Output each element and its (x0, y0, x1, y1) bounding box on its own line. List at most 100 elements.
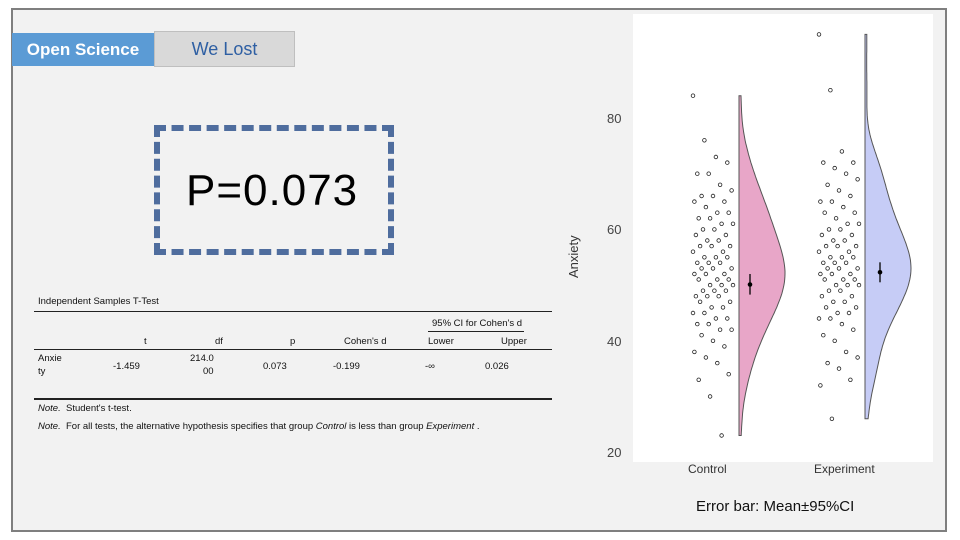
raw-point-experiment (831, 299, 836, 304)
raw-point-control (702, 310, 707, 316)
raw-point-control (719, 221, 724, 226)
raw-point-experiment (855, 355, 860, 360)
raw-point-experiment (828, 316, 833, 321)
raw-point-experiment (838, 288, 843, 293)
raw-point-control (712, 227, 717, 232)
raw-point-experiment (832, 165, 837, 171)
raw-point-experiment (831, 238, 836, 243)
raw-point-control (715, 360, 720, 366)
raw-point-experiment (842, 238, 847, 243)
raw-point-control (730, 282, 736, 288)
raw-point-experiment (823, 305, 829, 310)
raw-point-control (699, 333, 704, 338)
raw-point-control (720, 305, 726, 310)
raw-point-control (730, 221, 736, 226)
raw-point-control (707, 282, 713, 288)
x-label-experiment: Experiment (814, 462, 875, 476)
row-upper: 0.026 (485, 361, 509, 372)
row-df-line1: 214.0 (190, 353, 214, 364)
x-label-control: Control (688, 462, 727, 476)
raw-point-experiment (828, 87, 833, 93)
raw-point-control (729, 266, 734, 271)
raw-point-experiment (825, 266, 830, 271)
raw-point-control (690, 249, 696, 254)
y-tick-60: 60 (607, 222, 622, 237)
raw-point-experiment (835, 310, 840, 316)
raw-point-experiment (829, 271, 835, 277)
table-note-2: Note. For all tests, the alternative hyp… (38, 421, 480, 432)
raw-point-control (727, 299, 733, 304)
header-p: p (290, 336, 296, 347)
raw-point-experiment (838, 227, 843, 232)
y-tick-40: 40 (607, 334, 622, 349)
y-tick-20: 20 (607, 445, 622, 460)
raw-point-control (722, 271, 727, 277)
header-t: t (144, 336, 147, 347)
row-p: 0.073 (263, 361, 287, 372)
raw-point-experiment (852, 210, 857, 215)
density-experiment (864, 33, 912, 420)
row-variable-line1: Anxie (38, 353, 62, 364)
mean-point-experiment (877, 270, 883, 275)
raw-point-experiment (833, 216, 839, 221)
raw-point-experiment (818, 199, 823, 204)
raw-point-experiment (826, 227, 832, 232)
raw-point-control (727, 243, 733, 249)
raincloud-chart (690, 32, 912, 438)
tab-open-science[interactable]: Open Science (12, 33, 154, 66)
raw-point-experiment (839, 255, 845, 260)
raw-point-experiment (836, 366, 842, 371)
raw-point-control (720, 249, 726, 254)
raw-point-experiment (818, 271, 823, 277)
raw-point-control (726, 277, 731, 282)
raw-point-control (725, 255, 730, 260)
raw-point-experiment (816, 32, 822, 37)
raw-point-control (706, 171, 711, 176)
table-title: Independent Samples T-Test (38, 296, 159, 307)
raw-point-control (692, 349, 697, 355)
raw-point-control (707, 216, 713, 221)
table-note-1: Note. Student's t-test. (38, 403, 132, 414)
raw-point-control (706, 260, 711, 265)
raw-point-experiment (852, 277, 857, 282)
row-t: -1.459 (113, 361, 140, 372)
raw-point-experiment (849, 294, 855, 299)
raw-point-experiment (832, 338, 837, 343)
raw-point-experiment (819, 294, 825, 299)
raw-point-control (705, 294, 710, 299)
raw-point-control (717, 182, 723, 187)
raw-point-control (715, 277, 720, 282)
raw-point-experiment (851, 255, 856, 260)
raw-point-experiment (821, 160, 826, 165)
raw-point-control (697, 299, 703, 304)
mean-point-control (747, 282, 753, 287)
ci-header: 95% CI for Cohen's d (432, 318, 522, 329)
raw-point-experiment (822, 210, 827, 215)
raw-point-control (696, 277, 701, 282)
raw-point-control (699, 193, 704, 199)
tab-we-lost[interactable]: We Lost (154, 31, 295, 67)
raw-point-experiment (839, 149, 845, 154)
raw-point-control (690, 93, 696, 98)
raw-point-experiment (848, 271, 853, 277)
raw-point-control (695, 260, 700, 265)
raw-point-control (722, 199, 727, 204)
raw-point-control (723, 288, 729, 293)
raw-point-control (723, 232, 729, 238)
raw-point-experiment (836, 266, 842, 271)
raw-point-control (719, 282, 724, 288)
raw-point-control (729, 327, 734, 332)
raw-point-control (693, 294, 699, 299)
raw-point-control (729, 188, 734, 193)
raw-point-control (709, 305, 714, 310)
raw-point-experiment (843, 260, 849, 265)
raw-point-experiment (849, 232, 855, 238)
table-bottom-rule (34, 398, 552, 400)
raw-point-experiment (822, 277, 827, 282)
raw-point-control (703, 204, 709, 210)
raw-point-control (703, 271, 709, 277)
note-2-text-c: . (474, 421, 480, 432)
raw-point-control (716, 238, 721, 243)
raw-point-experiment (846, 249, 852, 254)
raw-point-control (710, 338, 716, 343)
